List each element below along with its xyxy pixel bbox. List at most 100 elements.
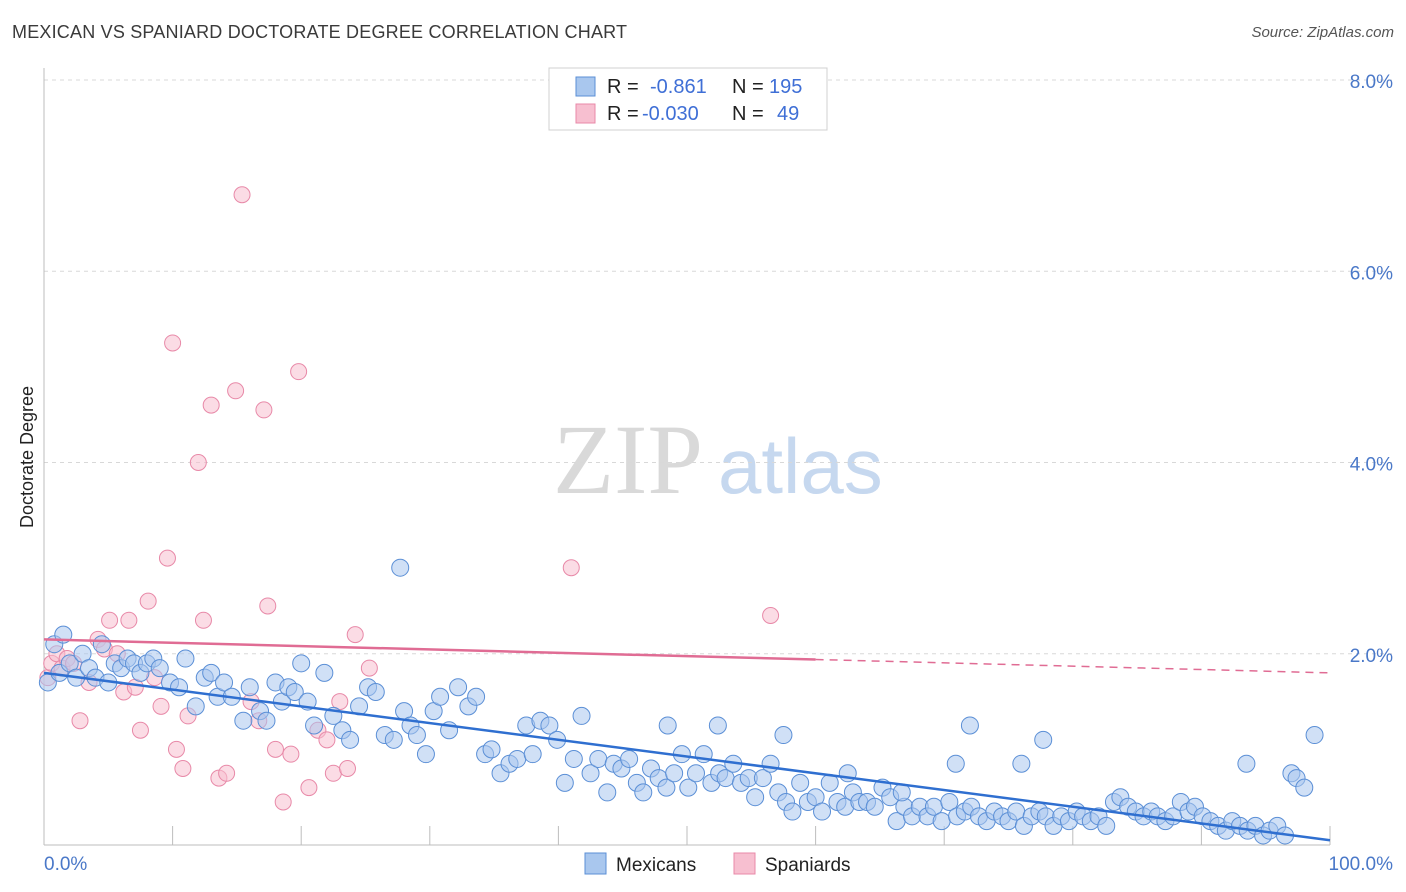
spaniards-point	[346, 626, 364, 644]
spaniards-point	[189, 454, 207, 471]
spaniards-point	[174, 760, 192, 777]
mexicans-point	[572, 706, 591, 725]
mexicans-point	[215, 673, 234, 692]
mexicans-point	[1097, 816, 1116, 835]
spaniards-point	[152, 697, 170, 715]
x-tick-label: 100.0%	[1329, 854, 1394, 875]
page-title: MEXICAN VS SPANIARD DOCTORATE DEGREE COR…	[12, 22, 628, 42]
mexicans-point	[679, 778, 698, 797]
y-tick-label: 2.0%	[1350, 646, 1393, 667]
mexicans-point	[170, 678, 189, 697]
mexicans-point	[240, 678, 259, 697]
mexicans-point	[482, 740, 501, 759]
bottom-legend-label-mexicans: Mexicans	[616, 855, 696, 876]
mexicans-point	[449, 678, 468, 697]
mexicans-point	[523, 745, 542, 764]
bottom-legend-swatch-mexicans	[584, 852, 607, 875]
bottom-legend-swatch-spaniards	[733, 852, 756, 875]
mexicans-point	[1305, 726, 1324, 745]
mexicans-point	[92, 635, 111, 654]
spaniards-point	[233, 186, 251, 204]
spaniards-trend-line-extension	[815, 658, 1331, 674]
y-tick-labels: 2.0% 4.0% 6.0% 8.0%	[1350, 72, 1393, 667]
legend-n-label-mexicans: N =	[732, 76, 764, 98]
mexicans-points	[38, 558, 1324, 845]
spaniards-point	[158, 549, 176, 567]
watermark-zip: ZIP	[553, 404, 703, 515]
mexicans-point	[746, 788, 765, 807]
y-tick-label: 8.0%	[1350, 72, 1393, 93]
legend-swatch-spaniards	[575, 103, 596, 124]
spaniards-point	[194, 611, 212, 629]
mexicans-point	[391, 558, 410, 577]
mexicans-point	[257, 711, 276, 730]
legend-r-value-spaniards: -0.030	[642, 103, 699, 125]
spaniards-point	[331, 693, 349, 711]
spaniards-point	[266, 740, 284, 758]
legend-n-value-mexicans: 195	[769, 76, 802, 98]
mexicans-point	[1012, 754, 1031, 773]
mexicans-point	[598, 783, 617, 802]
spaniards-point	[259, 597, 277, 615]
mexicans-point	[150, 659, 169, 678]
mexicans-point	[384, 730, 403, 749]
axes	[43, 68, 1331, 846]
spaniards-trend-line	[43, 638, 816, 661]
watermark-atlas: atlas	[718, 422, 883, 510]
spaniards-point	[324, 764, 342, 782]
series-legend: Mexicans Spaniards	[584, 852, 851, 876]
mexicans-point	[761, 754, 780, 773]
mexicans-point	[564, 749, 583, 768]
spaniards-point	[300, 779, 318, 797]
spaniards-point	[139, 592, 157, 610]
y-tick-label: 6.0%	[1350, 263, 1393, 284]
x-tick-label: 0.0%	[44, 854, 87, 875]
mexicans-point	[753, 769, 772, 788]
mexicans-point	[202, 663, 221, 682]
spaniards-point	[274, 793, 292, 811]
mexicans-point	[431, 687, 450, 706]
mexicans-point	[960, 716, 979, 735]
spaniards-point	[218, 764, 236, 782]
legend-n-label-spaniards: N =	[732, 103, 764, 125]
spaniards-point	[318, 731, 336, 749]
mexicans-point	[791, 773, 810, 792]
spaniards-point	[562, 559, 580, 577]
spaniards-point	[71, 712, 89, 730]
mexicans-point	[658, 716, 677, 735]
mexicans-point	[589, 749, 608, 768]
y-axis-label: Doctorate Degree	[17, 386, 37, 528]
mexicans-point	[813, 802, 832, 821]
spaniards-point	[101, 611, 119, 629]
mexicans-point	[932, 812, 951, 831]
spaniards-point	[255, 401, 273, 419]
mexicans-point	[407, 726, 426, 745]
legend-r-label-spaniards: R =	[607, 103, 639, 125]
legend-r-label-mexicans: R =	[607, 76, 639, 98]
spaniards-point	[202, 396, 220, 414]
mexicans-point	[186, 697, 205, 716]
mexicans-point	[946, 754, 965, 773]
legend-n-value-spaniards: 49	[777, 103, 799, 125]
spaniards-point	[290, 363, 308, 381]
bottom-legend-label-spaniards: Spaniards	[765, 855, 851, 876]
spaniards-point	[131, 721, 149, 739]
mexicans-point	[1295, 778, 1314, 797]
y-tick-label: 4.0%	[1350, 455, 1393, 476]
mexicans-point	[305, 716, 324, 735]
mexicans-point	[234, 711, 253, 730]
mexicans-trend-line	[43, 671, 1331, 842]
mexicans-point	[467, 687, 486, 706]
mexicans-point	[285, 683, 304, 701]
mexicans-point	[581, 764, 600, 783]
mexicans-point	[1237, 754, 1256, 773]
spaniards-point	[762, 607, 780, 624]
spaniards-point	[282, 745, 300, 763]
mexicans-point	[940, 792, 959, 811]
spaniards-point	[167, 740, 185, 758]
mexicans-point	[341, 730, 360, 749]
mexicans-point	[416, 745, 435, 764]
legend-r-value-mexicans: -0.861	[650, 76, 707, 98]
mexicans-point	[508, 749, 527, 768]
mexicans-point	[708, 716, 727, 735]
